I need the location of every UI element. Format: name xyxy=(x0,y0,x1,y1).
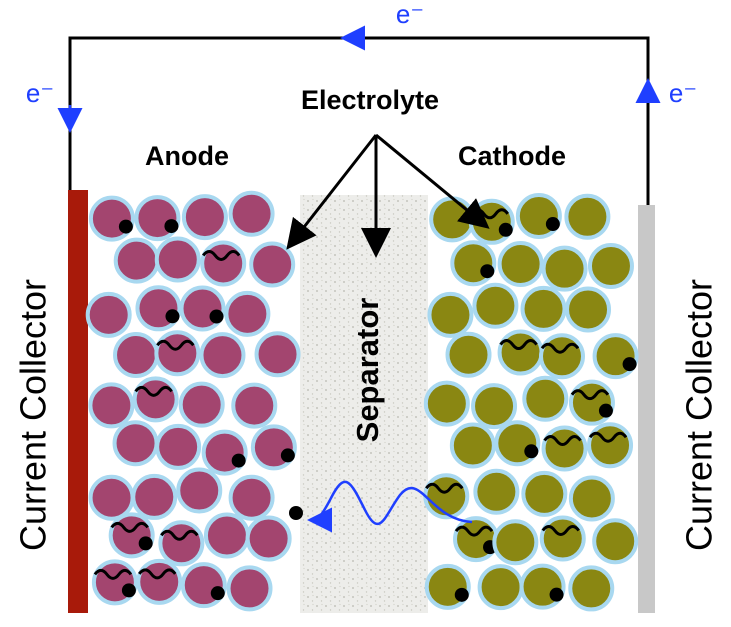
particle xyxy=(544,248,586,290)
electron-label: e⁻ xyxy=(669,78,697,108)
particle xyxy=(474,285,516,327)
ion xyxy=(480,264,494,278)
particle xyxy=(229,567,271,609)
ion xyxy=(139,536,153,550)
particle xyxy=(184,196,226,238)
collector-label: Current Collector xyxy=(679,279,720,551)
particle xyxy=(500,332,542,374)
particle xyxy=(91,477,133,519)
particle xyxy=(567,288,609,330)
ion xyxy=(289,506,303,520)
particle xyxy=(138,561,180,603)
battery-diagram: e⁻ e⁻ e⁻ Electrolyte Anode Cathode Separ… xyxy=(0,0,731,627)
particle xyxy=(523,288,565,330)
particle xyxy=(589,424,631,466)
particle xyxy=(571,477,613,519)
particle xyxy=(257,333,299,375)
ion xyxy=(455,588,469,602)
particle xyxy=(181,384,223,426)
particle xyxy=(231,193,273,235)
particle xyxy=(429,294,471,336)
ion xyxy=(524,444,538,458)
electron-label: e⁻ xyxy=(26,78,54,108)
ion xyxy=(165,309,179,323)
particle xyxy=(116,240,158,282)
right-collector xyxy=(638,205,655,613)
particle xyxy=(475,471,517,513)
particle xyxy=(201,334,243,376)
anode-label: Anode xyxy=(145,141,229,171)
particle xyxy=(135,378,177,420)
particle xyxy=(251,244,293,286)
particle xyxy=(178,470,220,512)
particle xyxy=(473,385,515,427)
particle xyxy=(494,521,536,563)
particle xyxy=(156,332,198,374)
particle xyxy=(157,239,199,281)
particle xyxy=(594,520,636,562)
ion xyxy=(232,454,246,468)
particle xyxy=(133,476,175,518)
ion xyxy=(281,448,295,462)
particle xyxy=(90,384,132,426)
ion xyxy=(119,220,133,234)
particle xyxy=(248,518,290,560)
ion xyxy=(623,357,637,371)
particle xyxy=(542,518,584,560)
ion xyxy=(599,404,613,418)
particle xyxy=(115,422,157,464)
particle xyxy=(202,242,244,284)
collector-label: Current Collector xyxy=(13,279,54,551)
ion xyxy=(164,219,178,233)
electrolyte-label: Electrolyte xyxy=(301,85,439,115)
particle xyxy=(452,425,494,467)
particle xyxy=(233,385,275,427)
left-collector xyxy=(68,190,88,613)
particle xyxy=(426,383,468,425)
particle xyxy=(590,245,632,287)
particle xyxy=(544,428,586,470)
circuit-wire xyxy=(70,38,648,205)
particle xyxy=(524,378,566,420)
particle xyxy=(448,334,490,376)
separator-label: Separator xyxy=(350,298,385,443)
particle xyxy=(226,293,268,335)
particle xyxy=(431,198,473,240)
ion xyxy=(550,588,564,602)
particle xyxy=(157,426,199,468)
particle xyxy=(566,196,608,238)
particle xyxy=(570,567,612,609)
particle xyxy=(500,243,542,285)
particle xyxy=(480,566,522,608)
particle xyxy=(206,515,248,557)
particle xyxy=(160,522,202,564)
ion xyxy=(211,586,225,600)
particle xyxy=(541,335,583,377)
particle xyxy=(425,475,467,517)
ion xyxy=(546,217,560,231)
ion xyxy=(210,310,224,324)
particle xyxy=(231,477,273,519)
particle xyxy=(523,473,565,515)
ion xyxy=(499,223,513,237)
cathode-label: Cathode xyxy=(458,141,566,171)
ion xyxy=(122,583,136,597)
electron-label: e⁻ xyxy=(396,0,424,29)
particle xyxy=(88,294,130,336)
particle xyxy=(115,334,157,376)
